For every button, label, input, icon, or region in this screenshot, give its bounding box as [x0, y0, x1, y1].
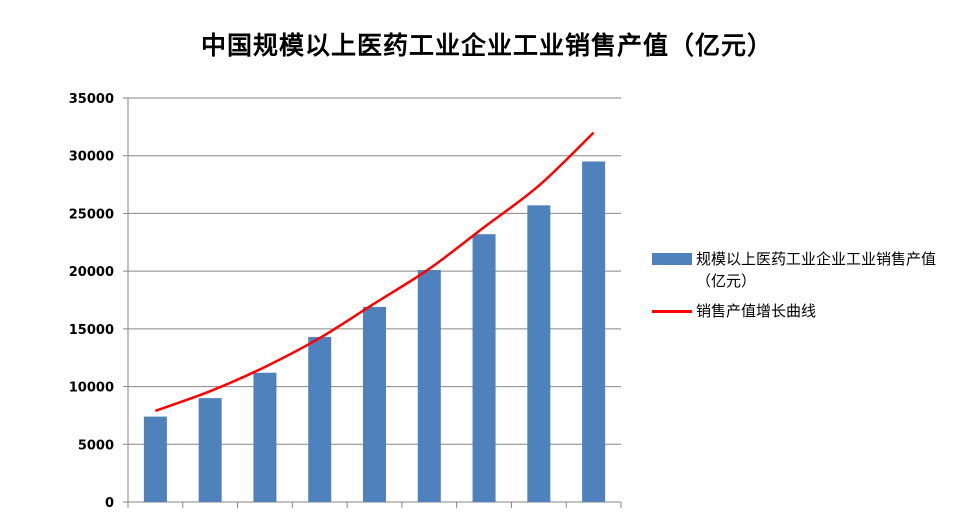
bar [308, 336, 332, 502]
legend-label-bar: 规模以上医药工业企业工业销售产值（亿元） [696, 250, 937, 290]
bar [527, 205, 551, 502]
legend-swatch-line [652, 310, 692, 313]
bar [198, 398, 222, 502]
y-tick-label: 15000 [69, 323, 114, 338]
chart-title: 中国规模以上医药工业企业工业销售产值（亿元） [200, 31, 773, 60]
legend-item-bar: 规模以上医药工业企业工业销售产值（亿元） [652, 248, 962, 292]
y-tick-label: 10000 [69, 381, 114, 396]
y-tick-label: 0 [105, 496, 114, 511]
legend: 规模以上医药工业企业工业销售产值（亿元） 销售产值增长曲线 [652, 248, 962, 330]
bar [253, 372, 277, 502]
y-tick-label: 35000 [69, 92, 114, 107]
bar [417, 269, 441, 502]
legend-label-curve: 销售产值增长曲线 [696, 302, 817, 320]
bar [472, 234, 496, 502]
y-tick-label: 25000 [69, 207, 114, 222]
legend-swatch-bar [652, 253, 692, 265]
legend-item-curve: 销售产值增长曲线 [652, 300, 962, 322]
bar [362, 306, 387, 502]
y-tick-label: 5000 [78, 438, 114, 453]
y-tick-label: 30000 [69, 150, 114, 165]
y-tick-label: 20000 [69, 265, 114, 280]
bar [582, 161, 606, 502]
growth-curve [154, 131, 595, 412]
bar [143, 416, 167, 502]
